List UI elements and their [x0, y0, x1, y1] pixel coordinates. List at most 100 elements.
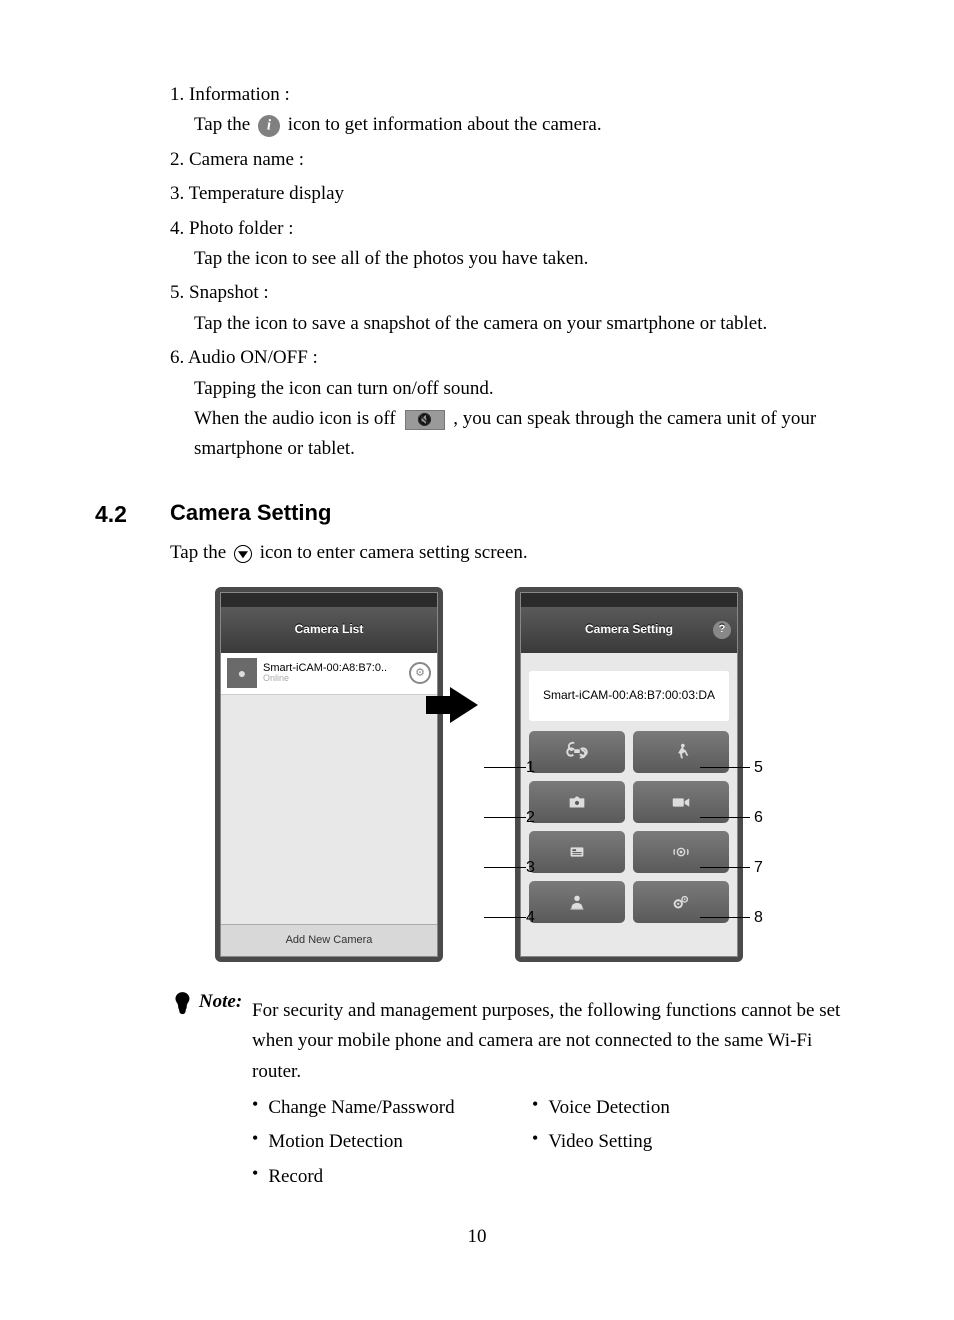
callout-number: 7	[754, 855, 763, 881]
item-title: Photo folder :	[189, 218, 294, 239]
bullet-dot: •	[252, 1162, 258, 1185]
page-number: 10	[95, 1222, 859, 1252]
bullet-dot: •	[532, 1127, 538, 1150]
note-label: Note:	[199, 987, 242, 1017]
callout-line	[484, 917, 526, 919]
bullet-item: • Motion Detection	[252, 1127, 532, 1157]
callout-line	[484, 867, 526, 869]
list-item-1: 1. Information : Tap the icon to get inf…	[170, 80, 859, 141]
callout-number: 2	[526, 805, 535, 831]
record-icon	[566, 841, 588, 863]
video-icon	[670, 791, 692, 813]
note-text: For security and management purposes, th…	[252, 996, 859, 1087]
gear-icon	[670, 891, 692, 913]
phone-screen: Camera List ● Smart-iCAM-00:A8:B7:0.. On…	[220, 592, 438, 957]
voice-icon	[670, 841, 692, 863]
bullet-text: Change Name/Password	[268, 1093, 454, 1123]
section-number: 4.2	[95, 495, 170, 533]
numbered-feature-list: 1. Information : Tap the icon to get inf…	[170, 80, 859, 465]
bullet-item: • Video Setting	[532, 1127, 859, 1157]
callout-number: 4	[526, 905, 535, 931]
bullet-dot: •	[252, 1093, 258, 1116]
camera-thumb-icon: ●	[227, 658, 257, 688]
add-camera-button[interactable]: Add New Camera	[221, 924, 437, 956]
text: Tap the	[194, 114, 255, 135]
camera-row[interactable]: ● Smart-iCAM-00:A8:B7:0.. Online ⚙	[221, 653, 437, 695]
list-item-3: 3. Temperature display	[170, 179, 859, 209]
text: When the audio icon is off , you can spe…	[194, 404, 859, 465]
empty-area	[221, 695, 437, 924]
phone-camera-list: Camera List ● Smart-iCAM-00:A8:B7:0.. On…	[215, 587, 443, 962]
audio-off-icon	[405, 410, 445, 430]
camera-settings-icon[interactable]: ⚙	[409, 662, 431, 684]
callout-number: 3	[526, 855, 535, 881]
user-icon	[566, 891, 588, 913]
item-number: 1.	[170, 84, 184, 105]
callout-6: 6	[700, 805, 763, 831]
note-block: 💡 Note: For security and management purp…	[170, 987, 859, 1192]
header-title: Camera Setting	[585, 620, 673, 639]
item-title: Temperature display	[189, 183, 344, 204]
callout-line	[700, 767, 750, 769]
link-icon	[566, 741, 588, 763]
callout-3: 3	[484, 855, 539, 881]
list-item-2: 2. Camera name :	[170, 145, 859, 175]
item-number: 6.	[170, 347, 184, 368]
item-body: Tap the icon to get information about th…	[194, 110, 859, 140]
text: icon to enter camera setting screen.	[260, 542, 528, 563]
item-title: Camera name :	[189, 149, 304, 170]
callout-8: 8	[700, 905, 763, 931]
text-segment: When the audio icon is off	[194, 408, 396, 429]
callout-line	[700, 917, 750, 919]
callout-1: 1	[484, 755, 539, 781]
bullet-text: Video Setting	[548, 1127, 652, 1157]
callout-line	[484, 817, 526, 819]
item-title: Audio ON/OFF :	[188, 347, 318, 368]
list-item-4: 4. Photo folder : Tap the icon to see al…	[170, 214, 859, 275]
header-title: Camera List	[295, 620, 364, 639]
info-icon	[258, 115, 280, 137]
callout-number: 8	[754, 905, 763, 931]
callout-5: 5	[700, 755, 763, 781]
text: Tapping the icon can turn on/off sound.	[194, 374, 859, 404]
section-intro: Tap the icon to enter camera setting scr…	[170, 538, 859, 568]
link-button[interactable]	[529, 731, 625, 773]
section-title: Camera Setting	[170, 495, 331, 530]
phone-mockups: Camera List ● Smart-iCAM-00:A8:B7:0.. On…	[140, 587, 859, 967]
text: icon to get information about the camera…	[288, 114, 602, 135]
camera-button[interactable]	[529, 781, 625, 823]
callout-2: 2	[484, 805, 539, 831]
item-number: 5.	[170, 282, 184, 303]
header-bar: Camera Setting ?	[521, 607, 737, 653]
item-number: 4.	[170, 218, 184, 239]
bullet-text: Voice Detection	[548, 1093, 670, 1123]
item-number: 2.	[170, 149, 184, 170]
bullet-item: •Record	[252, 1162, 532, 1192]
camera-label: Smart-iCAM-00:A8:B7:0.. Online	[263, 662, 409, 684]
callout-number: 1	[526, 755, 535, 781]
list-item-5: 5. Snapshot : Tap the icon to save a sna…	[170, 278, 859, 339]
section-heading: 4.2 Camera Setting	[95, 495, 859, 533]
callout-number: 5	[754, 755, 763, 781]
callout-7: 7	[700, 855, 763, 881]
camera-status: Online	[263, 674, 409, 684]
item-body: Tap the icon to save a snapshot of the c…	[194, 309, 859, 339]
status-bar	[521, 593, 737, 607]
bullet-dot: •	[252, 1127, 258, 1150]
motion-icon	[670, 741, 692, 763]
callout-line	[484, 767, 526, 769]
item-body: Tapping the icon can turn on/off sound. …	[194, 374, 859, 465]
record-button[interactable]	[529, 831, 625, 873]
item-title: Information :	[189, 84, 290, 105]
header-bar: Camera List	[221, 607, 437, 653]
item-title: Snapshot :	[189, 282, 269, 303]
help-icon[interactable]: ?	[713, 621, 731, 639]
user-button[interactable]	[529, 881, 625, 923]
item-body: Tap the icon to see all of the photos yo…	[194, 244, 859, 274]
dropdown-icon	[234, 545, 252, 563]
bullet-text: Motion Detection	[268, 1127, 403, 1157]
callout-line	[700, 867, 750, 869]
callout-line	[700, 817, 750, 819]
status-bar	[221, 593, 437, 607]
note-bullets: • Change Name/Password • Voice Detection •…	[252, 1093, 859, 1192]
